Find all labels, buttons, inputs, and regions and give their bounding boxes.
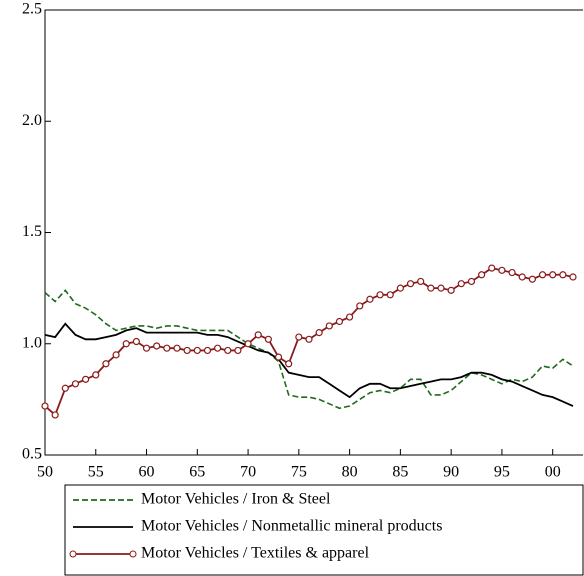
series-marker [305,335,313,343]
plot-frame [44,9,583,456]
series-marker [376,291,384,299]
series-marker [193,346,201,355]
series-marker [386,291,394,299]
x-tick-label: 00 [545,464,561,481]
series-marker [112,351,120,359]
series-marker [183,346,191,355]
series-marker [478,271,486,279]
y-tick-label: 0.5 [22,446,42,463]
series-marker [538,271,547,279]
series-marker [61,384,69,392]
series-marker [335,317,344,326]
series-marker [447,286,455,294]
legend-label: Motor Vehicles / Iron & Steel [141,491,331,508]
y-tick-label: 2.0 [22,112,42,129]
x-tick-label: 65 [189,464,205,481]
x-tick-label: 90 [443,464,459,481]
series-marker [92,371,100,379]
series-marker [528,275,536,283]
series-marker [41,402,49,410]
series-marker [366,295,374,303]
series-marker [203,346,212,355]
series-marker [559,271,567,279]
series-marker [467,277,476,286]
series-marker [132,337,140,346]
y-tick-label: 1.0 [22,334,42,351]
series-marker [173,344,181,352]
series-marker [325,322,333,330]
legend-marker [69,550,77,558]
x-tick-label: 95 [494,464,510,481]
series-marker [427,284,435,292]
series-marker [274,353,283,361]
x-tick-label: 75 [291,464,307,481]
series-marker [82,375,90,383]
legend-marker [129,550,137,558]
series-line [44,289,574,410]
series-marker [264,335,272,343]
series-marker [122,340,130,348]
x-tick-label: 70 [240,464,256,481]
series-marker [396,284,404,292]
legend-box [64,484,584,576]
series-marker [498,266,506,274]
series-marker [224,346,232,355]
y-tick-label: 2.5 [22,1,42,18]
x-tick-label: 60 [139,464,155,481]
series-marker [234,346,242,355]
series-marker [508,268,516,277]
series-marker [254,331,262,339]
series-marker [102,360,110,368]
series-marker [437,284,445,292]
series-marker [142,344,151,352]
series-marker [518,273,526,281]
series-marker [549,271,557,279]
x-tick-label: 85 [392,464,408,481]
series-marker [569,273,577,281]
series-marker [488,264,496,272]
series-marker [214,344,222,352]
series-line [44,322,574,407]
series-marker [285,360,293,368]
legend-label: Motor Vehicles / Nonmetallic mineral pro… [141,518,442,535]
y-tick-label: 1.5 [22,223,42,240]
series-marker [295,333,303,341]
series-marker [51,411,59,419]
legend-label: Motor Vehicles / Textiles & apparel [141,545,370,562]
series-marker [417,277,425,286]
series-marker [356,302,364,310]
series-marker [163,344,171,352]
series-marker [71,380,80,388]
series-marker [244,340,252,348]
series-marker [315,329,323,337]
series-marker [406,280,415,288]
x-tick-label: 55 [88,464,104,481]
series-marker [457,280,465,288]
x-tick-label: 50 [37,464,53,481]
series-marker [346,313,354,321]
x-tick-label: 80 [342,464,358,481]
series-marker [153,342,161,350]
